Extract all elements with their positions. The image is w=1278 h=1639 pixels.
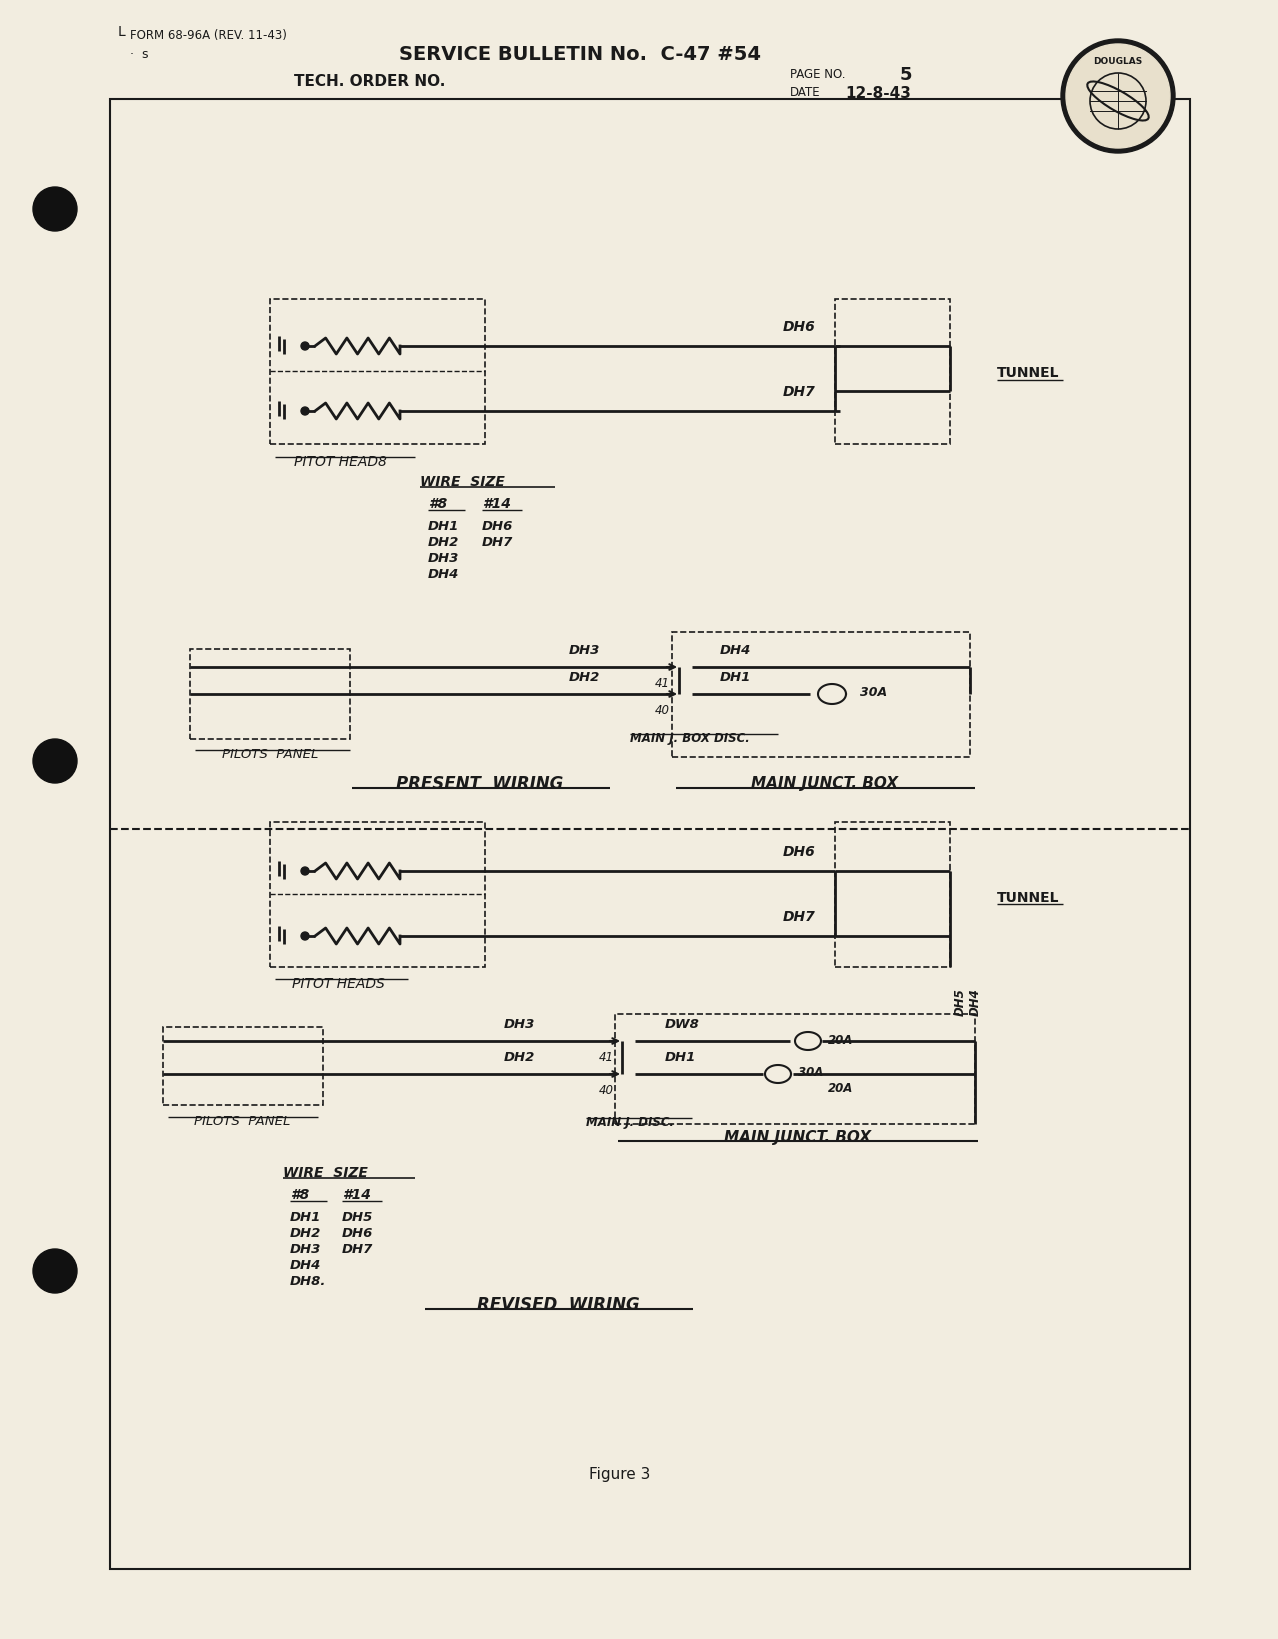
Text: DH7: DH7 [782, 385, 815, 398]
Text: DH2: DH2 [428, 536, 459, 549]
Circle shape [302, 933, 309, 941]
Text: PILOTS  PANEL: PILOTS PANEL [194, 1115, 290, 1128]
Circle shape [1061, 39, 1174, 154]
Circle shape [302, 408, 309, 416]
Text: DATE: DATE [790, 87, 820, 100]
Text: ·  s: · s [130, 49, 148, 61]
Bar [615, 1015, 975, 1124]
Bar [190, 649, 350, 739]
Bar [672, 633, 970, 757]
Text: PRESENT  WIRING: PRESENT WIRING [396, 775, 564, 793]
Text: DH4: DH4 [428, 569, 459, 582]
Text: L: L [118, 25, 125, 39]
Text: DH2: DH2 [504, 1051, 535, 1064]
Text: MAIN JUNCT. BOX: MAIN JUNCT. BOX [751, 775, 898, 792]
Text: DH4: DH4 [290, 1259, 321, 1272]
Text: DH7: DH7 [782, 910, 815, 923]
Text: DH5: DH5 [953, 988, 966, 1015]
Text: Figure 3: Figure 3 [589, 1467, 651, 1482]
Text: 30A: 30A [860, 687, 887, 700]
Text: DH2: DH2 [290, 1226, 321, 1239]
Text: DH8.: DH8. [290, 1275, 326, 1288]
Text: DH6: DH6 [482, 520, 514, 533]
Text: 12-8-43: 12-8-43 [845, 85, 911, 100]
Text: DH1: DH1 [720, 670, 751, 683]
Text: DH2: DH2 [569, 670, 599, 683]
Circle shape [33, 1249, 77, 1293]
Text: REVISED  WIRING: REVISED WIRING [477, 1295, 639, 1313]
Text: #8: #8 [290, 1187, 309, 1201]
Text: DW8: DW8 [665, 1018, 700, 1031]
Bar [835, 823, 950, 967]
Text: DH4: DH4 [720, 644, 751, 657]
Text: DH3: DH3 [569, 644, 599, 657]
Text: MAIN J. DISC.: MAIN J. DISC. [587, 1115, 674, 1128]
Text: DH1: DH1 [290, 1211, 321, 1224]
Text: #8: #8 [428, 497, 447, 511]
Text: MAIN J. BOX DISC.: MAIN J. BOX DISC. [630, 731, 750, 744]
Text: 41: 41 [599, 1051, 613, 1064]
Text: 20A: 20A [828, 1033, 854, 1046]
Text: DH3: DH3 [428, 552, 459, 565]
Circle shape [1066, 44, 1169, 149]
Text: PILOTS  PANEL: PILOTS PANEL [222, 747, 318, 760]
Circle shape [302, 343, 309, 351]
Text: WIRE  SIZE: WIRE SIZE [282, 1165, 368, 1180]
Text: DH3: DH3 [290, 1242, 321, 1255]
Bar [270, 300, 484, 444]
Text: 5: 5 [900, 66, 912, 84]
Text: DH6: DH6 [782, 844, 815, 859]
Text: TUNNEL: TUNNEL [997, 890, 1059, 905]
Text: 40: 40 [656, 703, 670, 716]
Text: MAIN JUNCT. BOX: MAIN JUNCT. BOX [725, 1129, 872, 1144]
Text: TUNNEL: TUNNEL [997, 365, 1059, 380]
Text: DH4: DH4 [969, 988, 982, 1015]
Text: #14: #14 [343, 1187, 371, 1201]
Text: DH1: DH1 [428, 520, 459, 533]
Text: PITOT HEADS: PITOT HEADS [291, 977, 385, 990]
Bar [110, 100, 1190, 1569]
Text: DOUGLAS: DOUGLAS [1094, 57, 1143, 67]
Text: PAGE NO.: PAGE NO. [790, 69, 846, 82]
Bar [270, 823, 484, 967]
Text: DH6: DH6 [343, 1226, 373, 1239]
Circle shape [302, 867, 309, 875]
Text: DH6: DH6 [782, 320, 815, 334]
Text: WIRE  SIZE: WIRE SIZE [420, 475, 505, 488]
Text: 20A: 20A [828, 1082, 854, 1095]
Text: TECH. ORDER NO.: TECH. ORDER NO. [294, 74, 446, 90]
Circle shape [33, 188, 77, 231]
Text: 41: 41 [656, 677, 670, 690]
Text: DH5: DH5 [343, 1211, 373, 1224]
Text: 30A: 30A [797, 1065, 823, 1078]
Text: DH7: DH7 [482, 536, 514, 549]
Circle shape [33, 739, 77, 783]
Text: FORM 68-96A (REV. 11-43): FORM 68-96A (REV. 11-43) [130, 28, 286, 41]
Text: SERVICE BULLETIN No.  C-47 #54: SERVICE BULLETIN No. C-47 #54 [399, 46, 760, 64]
Text: #14: #14 [482, 497, 511, 511]
Bar [835, 300, 950, 444]
Text: DH7: DH7 [343, 1242, 373, 1255]
Text: 40: 40 [599, 1083, 613, 1096]
Bar [164, 1028, 323, 1105]
Text: PITOT HEAD8: PITOT HEAD8 [294, 454, 386, 469]
Text: DH1: DH1 [665, 1051, 697, 1064]
Text: DH3: DH3 [504, 1018, 535, 1031]
